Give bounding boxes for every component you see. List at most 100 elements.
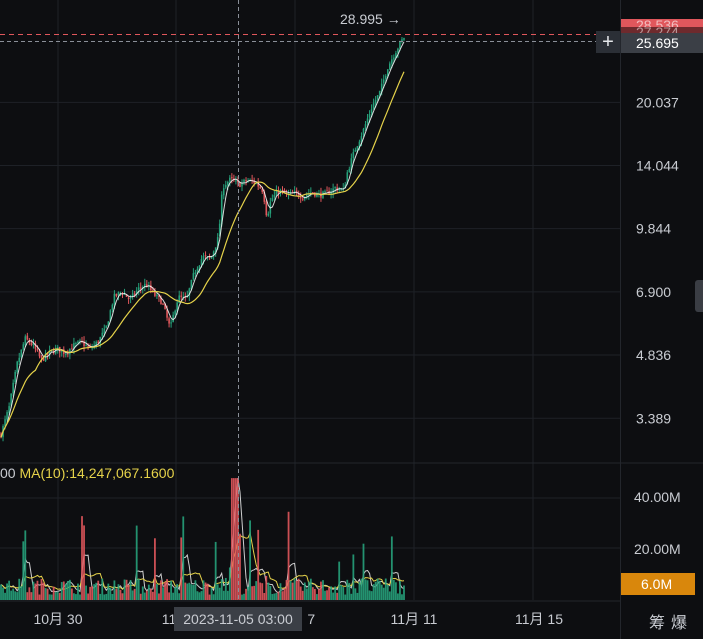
- candle-body: [160, 297, 162, 305]
- candle-body: [380, 83, 383, 92]
- volume-bar: [75, 594, 77, 600]
- candle-body: [348, 168, 351, 173]
- volume-bar: [394, 582, 397, 600]
- candle-body: [218, 223, 221, 237]
- volume-bar: [105, 593, 108, 600]
- candle-body: [198, 265, 201, 270]
- candle-body: [346, 172, 349, 185]
- explosion-icon[interactable]: 爆: [670, 615, 693, 632]
- volume-bar: [311, 587, 314, 600]
- volume-bar: [188, 582, 191, 600]
- candle-body: [131, 293, 134, 297]
- volume-bar: [214, 541, 217, 600]
- ma-slow-line: [0, 71, 405, 438]
- volume-bar: [123, 579, 126, 600]
- candle-body: [180, 295, 183, 297]
- volume-bar: [186, 583, 189, 600]
- volume-bar: [235, 478, 237, 600]
- candle-body: [328, 191, 330, 195]
- candle-body: [277, 190, 280, 194]
- volume-ma-slow: [0, 531, 405, 590]
- volume-bar: [370, 591, 373, 600]
- volume-bar: [299, 586, 302, 600]
- volume-bar: [162, 587, 164, 600]
- volume-bar: [275, 592, 278, 600]
- volume-bar: [115, 589, 118, 600]
- candle-body: [338, 189, 340, 191]
- volume-bar: [56, 591, 59, 600]
- candle-body: [192, 273, 195, 280]
- volume-bar: [81, 516, 83, 600]
- candle-body: [395, 52, 397, 59]
- volume-bars: [0, 478, 405, 600]
- candle-body: [253, 180, 255, 184]
- candle-body: [241, 182, 243, 187]
- candle-body: [117, 292, 120, 296]
- candle-body: [261, 189, 264, 192]
- volume-ma-legend: 00 MA(10):14,247,067.1600: [0, 465, 174, 481]
- crosshair-time-badge: [174, 607, 302, 631]
- volume-bar: [8, 580, 11, 600]
- candle-body: [56, 346, 59, 349]
- candle-body: [194, 272, 197, 275]
- candle-body: [146, 284, 148, 288]
- volume-bar: [362, 543, 365, 600]
- volume-bar: [156, 583, 158, 600]
- volume-bar: [313, 588, 316, 600]
- volume-bar: [259, 582, 262, 600]
- candle-body: [65, 353, 67, 355]
- candle-body: [297, 192, 300, 197]
- candle-body: [188, 288, 191, 296]
- volume-bar: [263, 592, 266, 600]
- volume-bar: [62, 581, 65, 600]
- candle-body: [77, 341, 79, 344]
- volume-bar: [4, 592, 6, 600]
- volume-bar: [376, 578, 379, 600]
- candle-body: [352, 152, 355, 158]
- candle-body: [265, 201, 268, 216]
- volume-bar: [83, 525, 85, 600]
- candle-body: [32, 343, 35, 346]
- volume-tick-label: 20.00M: [634, 541, 681, 557]
- add-alert-button[interactable]: +: [596, 31, 620, 53]
- volume-bar: [350, 593, 353, 600]
- volume-bar: [380, 584, 383, 600]
- volume-bar: [60, 582, 63, 600]
- volume-bar: [293, 578, 296, 600]
- candle-body: [401, 39, 403, 42]
- candle-body: [196, 268, 199, 273]
- candle-body: [34, 343, 37, 349]
- volume-bar: [273, 593, 276, 600]
- volume-bar: [28, 587, 31, 600]
- crosshair-time-label: 2023-11-05 03:00: [183, 611, 293, 627]
- candle-body: [295, 190, 298, 193]
- volume-bar: [6, 583, 8, 600]
- crosshair: [0, 0, 620, 601]
- sidebar-handle[interactable]: [695, 280, 703, 312]
- candle-body: [113, 293, 116, 305]
- volume-bar: [145, 590, 148, 600]
- candlesticks: [0, 37, 405, 442]
- candle-body: [267, 213, 270, 216]
- volume-bar: [30, 592, 33, 600]
- volume-bar: [265, 575, 268, 600]
- candle-body: [115, 293, 118, 297]
- candle-body: [200, 259, 203, 265]
- bottom-toolbar[interactable]: 筹爆: [649, 609, 693, 633]
- candle-body: [129, 297, 132, 299]
- volume-bar: [289, 580, 292, 600]
- volume-bar: [344, 594, 347, 600]
- volume-bar: [239, 533, 241, 600]
- chip-distribution-icon[interactable]: 筹: [648, 615, 671, 632]
- volume-bar: [36, 580, 39, 600]
- volume-bar: [392, 580, 395, 600]
- volume-bar: [164, 582, 166, 600]
- volume-bar: [336, 592, 339, 600]
- candle-body: [103, 328, 106, 334]
- candle-body: [85, 345, 87, 347]
- candle-body: [127, 297, 130, 299]
- volume-bar: [46, 588, 49, 600]
- volume-bar: [182, 516, 185, 600]
- volume-bar: [22, 541, 25, 600]
